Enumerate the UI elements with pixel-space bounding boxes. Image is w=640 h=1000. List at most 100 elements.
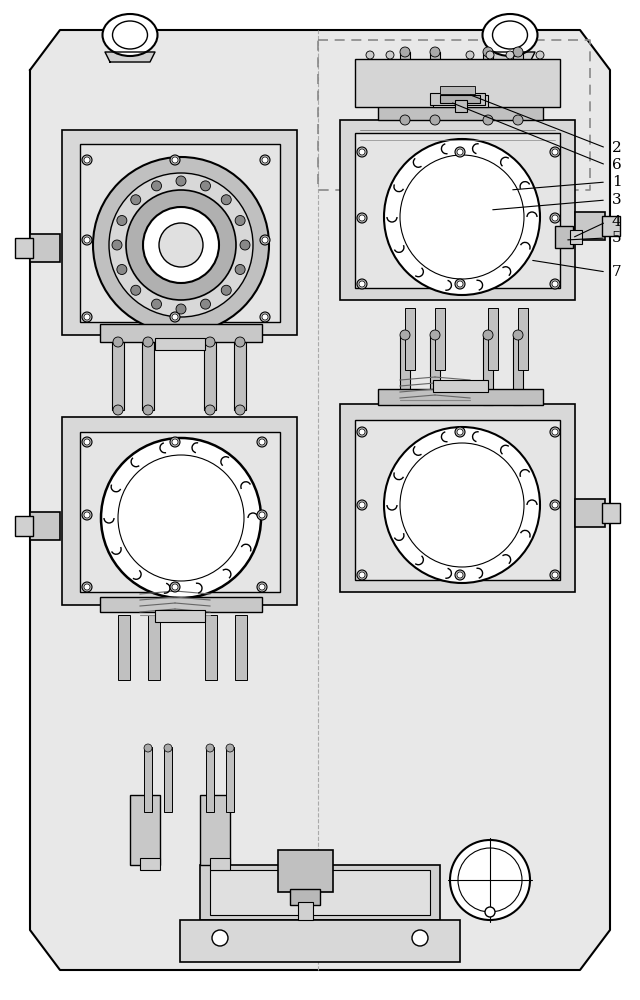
Circle shape bbox=[513, 115, 523, 125]
Circle shape bbox=[176, 176, 186, 186]
Circle shape bbox=[172, 584, 178, 590]
Circle shape bbox=[455, 279, 465, 289]
Circle shape bbox=[212, 930, 228, 946]
Bar bbox=[234, 342, 246, 410]
Circle shape bbox=[262, 157, 268, 163]
Circle shape bbox=[357, 213, 367, 223]
Circle shape bbox=[506, 51, 514, 59]
Circle shape bbox=[384, 139, 540, 295]
Circle shape bbox=[552, 215, 558, 221]
Circle shape bbox=[386, 51, 394, 59]
Circle shape bbox=[400, 115, 410, 125]
Circle shape bbox=[152, 181, 161, 191]
Circle shape bbox=[260, 312, 270, 322]
Circle shape bbox=[400, 330, 410, 340]
Circle shape bbox=[359, 149, 365, 155]
Circle shape bbox=[170, 312, 180, 322]
Bar bbox=[180, 920, 460, 962]
Circle shape bbox=[82, 510, 92, 520]
Bar bbox=[575, 499, 605, 527]
Bar bbox=[200, 795, 230, 865]
Text: 1: 1 bbox=[612, 175, 621, 189]
Bar bbox=[433, 95, 488, 107]
Circle shape bbox=[457, 281, 463, 287]
Circle shape bbox=[126, 190, 236, 300]
Circle shape bbox=[206, 744, 214, 752]
Circle shape bbox=[144, 744, 152, 752]
Ellipse shape bbox=[493, 21, 527, 49]
Circle shape bbox=[359, 215, 365, 221]
Circle shape bbox=[536, 51, 544, 59]
Circle shape bbox=[513, 330, 523, 340]
Circle shape bbox=[257, 582, 267, 592]
Circle shape bbox=[172, 157, 178, 163]
Circle shape bbox=[262, 314, 268, 320]
Circle shape bbox=[235, 337, 245, 347]
Circle shape bbox=[82, 155, 92, 165]
Circle shape bbox=[259, 512, 265, 518]
Bar bbox=[440, 95, 480, 103]
Bar bbox=[15, 516, 33, 536]
Polygon shape bbox=[485, 52, 535, 62]
Bar bbox=[555, 226, 573, 248]
Circle shape bbox=[113, 405, 123, 415]
Bar bbox=[155, 610, 205, 622]
Circle shape bbox=[143, 337, 153, 347]
Circle shape bbox=[205, 405, 215, 415]
Bar bbox=[355, 420, 560, 580]
Bar bbox=[435, 308, 445, 370]
Bar bbox=[30, 234, 60, 262]
Text: 7: 7 bbox=[612, 265, 621, 279]
Ellipse shape bbox=[483, 14, 538, 56]
Text: 6: 6 bbox=[612, 158, 621, 172]
Bar bbox=[62, 130, 297, 335]
Circle shape bbox=[262, 237, 268, 243]
Circle shape bbox=[455, 147, 465, 157]
Circle shape bbox=[550, 427, 560, 437]
Circle shape bbox=[412, 930, 428, 946]
Circle shape bbox=[113, 337, 123, 347]
Bar bbox=[340, 120, 575, 300]
Bar bbox=[483, 335, 493, 405]
Bar bbox=[355, 59, 560, 107]
Circle shape bbox=[221, 195, 231, 205]
Circle shape bbox=[235, 216, 245, 226]
Circle shape bbox=[366, 51, 374, 59]
Circle shape bbox=[550, 500, 560, 510]
Bar bbox=[144, 747, 152, 812]
Bar bbox=[570, 230, 582, 244]
Circle shape bbox=[430, 115, 440, 125]
Bar bbox=[204, 342, 216, 410]
Bar bbox=[200, 865, 440, 920]
Bar bbox=[142, 342, 154, 410]
Circle shape bbox=[486, 51, 494, 59]
Circle shape bbox=[550, 213, 560, 223]
Bar bbox=[210, 858, 230, 870]
Circle shape bbox=[84, 237, 90, 243]
Circle shape bbox=[260, 235, 270, 245]
Circle shape bbox=[131, 285, 141, 295]
Bar bbox=[30, 512, 60, 540]
Circle shape bbox=[430, 330, 440, 340]
Circle shape bbox=[170, 437, 180, 447]
Circle shape bbox=[359, 429, 365, 435]
Bar bbox=[340, 404, 575, 592]
Bar bbox=[100, 597, 262, 612]
Bar bbox=[290, 889, 320, 905]
Bar bbox=[235, 615, 247, 680]
Circle shape bbox=[400, 443, 524, 567]
Bar bbox=[602, 216, 620, 236]
Bar bbox=[602, 503, 620, 523]
Circle shape bbox=[550, 279, 560, 289]
Circle shape bbox=[226, 744, 234, 752]
Circle shape bbox=[466, 51, 474, 59]
Polygon shape bbox=[105, 52, 155, 62]
Circle shape bbox=[357, 570, 367, 580]
Circle shape bbox=[259, 439, 265, 445]
Circle shape bbox=[93, 157, 269, 333]
Circle shape bbox=[259, 584, 265, 590]
Bar bbox=[518, 308, 528, 370]
Circle shape bbox=[552, 502, 558, 508]
Circle shape bbox=[152, 299, 161, 309]
Circle shape bbox=[359, 281, 365, 287]
